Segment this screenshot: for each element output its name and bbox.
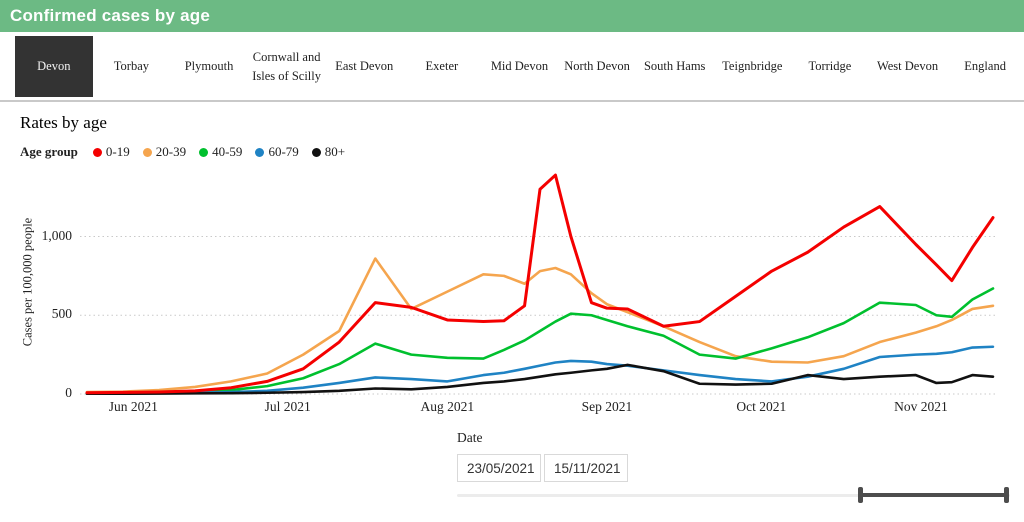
legend-label-60-79: 60-79 (268, 144, 299, 159)
legend-label-0-19: 0-19 (105, 144, 130, 159)
legend-item-0-19[interactable]: 0-19 (92, 144, 130, 160)
x-tick-label: Jun 2021 (108, 399, 158, 414)
date-from-input[interactable] (457, 454, 541, 482)
app-header: Confirmed cases by age (0, 0, 1024, 32)
line-40-59 (85, 287, 995, 395)
tab-teignbridge[interactable]: Teignbridge (722, 59, 783, 74)
legend-label-20-39: 20-39 (155, 144, 187, 159)
tab-plymouth[interactable]: Plymouth (184, 59, 234, 74)
tab-east-devon[interactable]: East Devon (335, 59, 394, 74)
x-tick-label: Oct 2021 (736, 399, 787, 414)
tab-cornwall-and-isles-of-scilly[interactable]: Cornwall and Isles of Scilly (252, 49, 321, 83)
legend-dot-60-79-icon (255, 147, 265, 157)
tab-torridge[interactable]: Torridge (808, 59, 852, 74)
tab-south-hams[interactable]: South Hams (643, 59, 706, 74)
line-60-79 (85, 345, 995, 395)
line-80+ (85, 363, 995, 395)
tab-west-devon[interactable]: West Devon (876, 59, 939, 74)
slider-right-handle-icon[interactable] (1004, 487, 1009, 503)
legend-dot-40-59-icon (199, 147, 209, 157)
legend-label-80plus: 80+ (324, 144, 346, 159)
date-range-slider-selected-range[interactable] (861, 493, 1008, 497)
date-to-input[interactable] (544, 454, 628, 482)
tab-north-devon[interactable]: North Devon (564, 59, 630, 74)
legend-dot-80plus-icon (311, 147, 321, 157)
tab-torbay[interactable]: Torbay (113, 59, 150, 74)
x-tick-label: Jul 2021 (264, 399, 311, 414)
y-tick-label: 500 (51, 306, 72, 322)
tab-england[interactable]: England (964, 59, 1006, 74)
legend-item-20-39[interactable]: 20-39 (142, 144, 187, 160)
legend-dot-0-19-icon (92, 147, 102, 157)
tab-mid-devon[interactable]: Mid Devon (490, 59, 549, 74)
line-20-39 (85, 257, 995, 394)
y-tick-label: 0 (65, 385, 72, 400)
legend-dot-20-39-icon (142, 147, 152, 157)
legend-item-80plus[interactable]: 80+ (311, 144, 346, 160)
legend-title: Age group (20, 144, 78, 159)
y-tick-label: 1,000 (41, 227, 72, 243)
line-0-19 (85, 173, 995, 395)
region-tab-bar: Devon Torbay Plymouth Cornwall and Isles… (0, 32, 1024, 102)
legend-item-60-79[interactable]: 60-79 (255, 144, 299, 160)
legend-item-40-59[interactable]: 40-59 (199, 144, 242, 160)
tab-exeter[interactable]: Exeter (425, 59, 459, 74)
slider-left-handle-icon[interactable] (858, 487, 863, 503)
tab-devon[interactable]: Devon (15, 36, 93, 97)
x-tick-label: Nov 2021 (894, 399, 948, 414)
chart-title: Rates by age (20, 113, 107, 132)
date-range-slider-track[interactable] (457, 494, 1010, 497)
chart-legend: Age group 0-19 20-39 40-59 60-79 80+ (20, 144, 345, 160)
x-tick-label: Aug 2021 (420, 399, 475, 414)
x-tick-label: Sep 2021 (581, 399, 633, 414)
date-filter-label: Date (457, 430, 483, 445)
page-title: Confirmed cases by age (10, 6, 210, 25)
legend-label-40-59: 40-59 (212, 144, 243, 159)
